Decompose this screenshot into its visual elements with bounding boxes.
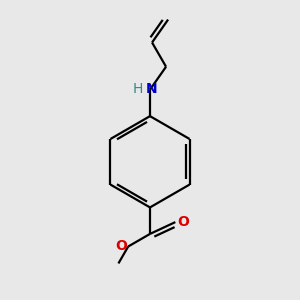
Text: O: O	[115, 239, 127, 253]
Text: N: N	[146, 82, 157, 96]
Text: O: O	[177, 214, 189, 229]
Text: H: H	[132, 82, 143, 96]
